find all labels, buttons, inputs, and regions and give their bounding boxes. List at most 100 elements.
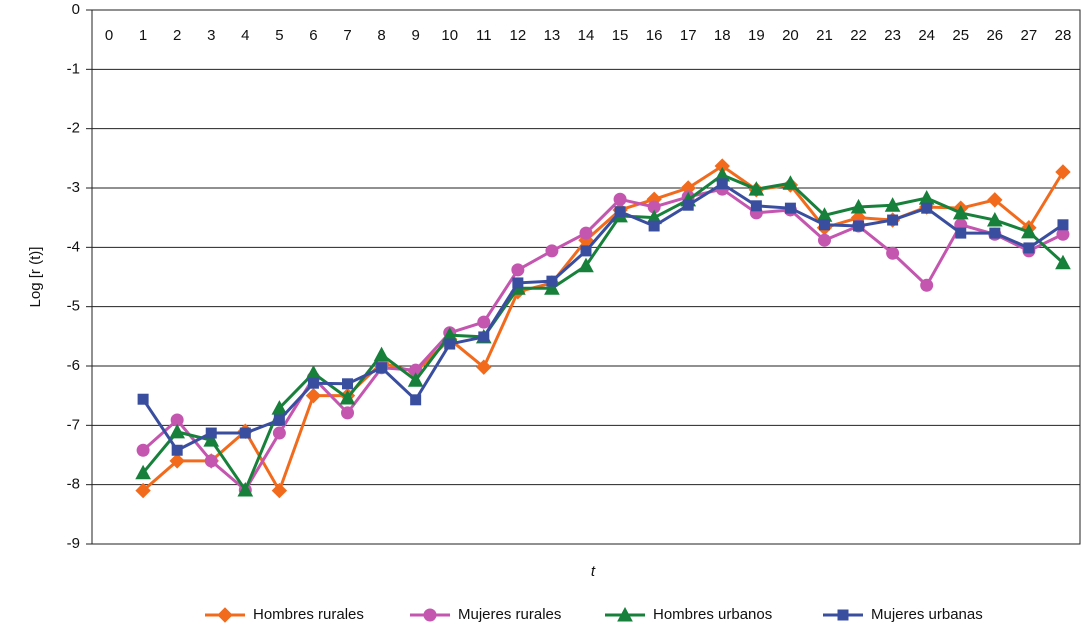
point xyxy=(476,359,492,375)
x-tick-label: 18 xyxy=(714,27,731,44)
point xyxy=(373,346,390,362)
point xyxy=(137,393,149,405)
x-tick-label: 12 xyxy=(510,27,527,44)
x-tick-label: 24 xyxy=(918,27,935,44)
x-tick-label: 0 xyxy=(105,27,113,44)
point xyxy=(478,331,490,343)
point xyxy=(271,482,288,499)
point xyxy=(546,275,558,287)
legend-marker xyxy=(837,609,849,621)
y-tick-label: -3 xyxy=(67,179,80,196)
point xyxy=(545,244,559,258)
x-tick-label: 20 xyxy=(782,27,799,44)
y-tick-label: -4 xyxy=(67,238,80,255)
x-tick-label: 2 xyxy=(173,27,181,44)
x-tick-label: 15 xyxy=(612,27,629,44)
point xyxy=(750,200,762,212)
x-tick-label: 5 xyxy=(275,27,283,44)
point xyxy=(989,227,1001,239)
x-tick-label: 3 xyxy=(207,27,215,44)
x-tick-label: 10 xyxy=(441,27,458,44)
point xyxy=(410,394,422,406)
point xyxy=(339,389,356,405)
point xyxy=(305,387,322,404)
x-tick-label: 23 xyxy=(884,27,901,44)
point xyxy=(341,406,355,420)
legend-label: Hombres rurales xyxy=(253,606,364,623)
point xyxy=(1055,254,1071,270)
y-tick-label: -9 xyxy=(67,535,80,552)
point xyxy=(850,198,867,214)
point xyxy=(1055,164,1071,180)
point xyxy=(273,414,285,426)
point xyxy=(818,219,830,231)
x-axis-label: t xyxy=(591,563,596,580)
point xyxy=(135,464,151,480)
point xyxy=(305,365,322,380)
point xyxy=(1057,219,1069,231)
point xyxy=(716,178,728,190)
point xyxy=(1023,242,1035,254)
point xyxy=(920,278,934,292)
point xyxy=(614,206,626,218)
x-tick-label: 16 xyxy=(646,27,663,44)
y-tick-label: -1 xyxy=(67,60,80,77)
point xyxy=(887,214,899,226)
point xyxy=(682,199,694,211)
point xyxy=(271,400,288,415)
point xyxy=(477,315,491,329)
point xyxy=(169,423,186,439)
point xyxy=(580,245,592,257)
x-tick-label: 25 xyxy=(952,27,969,44)
point xyxy=(512,277,524,289)
x-tick-label: 9 xyxy=(411,27,419,44)
point xyxy=(205,427,217,439)
point xyxy=(884,197,901,212)
point xyxy=(578,257,594,273)
point xyxy=(171,444,183,456)
point xyxy=(579,226,593,240)
point xyxy=(784,202,796,214)
point xyxy=(748,181,765,196)
x-tick-label: 1 xyxy=(139,27,147,44)
x-tick-label: 28 xyxy=(1055,27,1072,44)
point xyxy=(169,453,185,469)
x-tick-label: 27 xyxy=(1021,27,1038,44)
y-tick-label: -2 xyxy=(67,120,80,137)
y-tick-label: 0 xyxy=(72,1,80,18)
x-tick-label: 17 xyxy=(680,27,697,44)
y-tick-label: -8 xyxy=(67,476,80,493)
x-tick-label: 7 xyxy=(343,27,351,44)
x-tick-label: 22 xyxy=(850,27,867,44)
x-tick-label: 19 xyxy=(748,27,765,44)
point xyxy=(955,227,967,239)
x-tick-label: 6 xyxy=(309,27,317,44)
point xyxy=(511,263,525,277)
point xyxy=(544,280,560,295)
x-tick-label: 8 xyxy=(377,27,385,44)
point xyxy=(135,482,151,499)
legend-marker xyxy=(423,608,437,622)
y-tick-label: -6 xyxy=(67,357,80,374)
series-line xyxy=(142,187,1064,493)
y-axis-label: Log [r (t)] xyxy=(27,247,44,308)
point xyxy=(203,432,220,447)
x-tick-label: 13 xyxy=(544,27,561,44)
point xyxy=(204,454,218,468)
point xyxy=(886,246,900,260)
legend-label: Mujeres urbanas xyxy=(871,606,983,623)
x-tick-label: 11 xyxy=(476,27,492,44)
point xyxy=(648,220,660,232)
legend-label: Mujeres rurales xyxy=(458,606,561,623)
point xyxy=(921,202,933,214)
point xyxy=(987,192,1003,208)
point xyxy=(782,175,799,190)
point xyxy=(237,481,254,497)
point xyxy=(307,377,319,389)
legend-label: Hombres urbanos xyxy=(653,606,772,623)
point xyxy=(817,233,831,247)
point xyxy=(986,211,1003,227)
point xyxy=(342,378,354,390)
legend-marker xyxy=(217,607,233,623)
point xyxy=(239,427,251,439)
